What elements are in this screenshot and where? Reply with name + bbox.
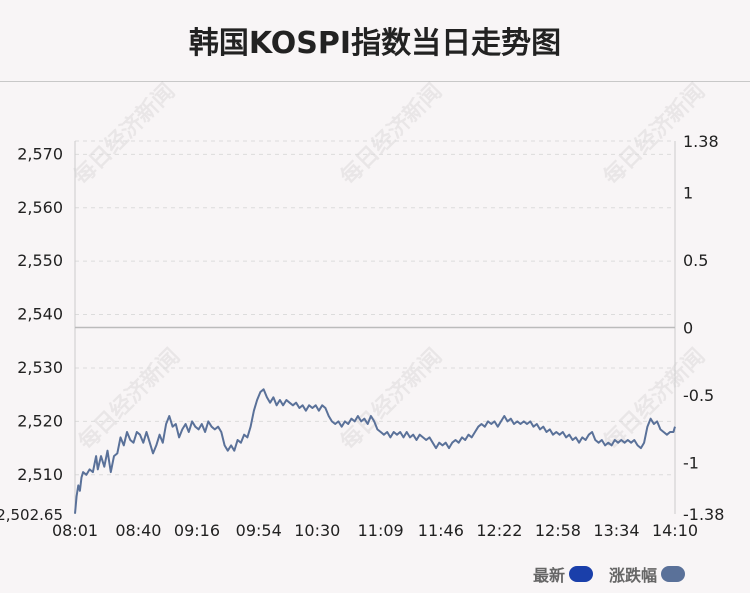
right-tick-label: 0: [683, 319, 693, 338]
left-tick-label: 2,550: [17, 251, 63, 270]
legend-change-swatch: [661, 566, 686, 582]
x-tick-label: 12:58: [535, 521, 581, 540]
left-tick-label: 2,560: [17, 198, 63, 217]
title-divider: [0, 81, 750, 82]
legend-latest-label: 最新: [533, 566, 566, 585]
right-tick-label: -1: [683, 454, 699, 473]
x-tick-label: 08:40: [115, 521, 161, 540]
right-axis-ticks: -1.38 -1 -0.5 0 0.5 1 1.38: [683, 132, 724, 524]
x-tick-label: 14:10: [652, 521, 698, 540]
right-tick-label: -0.5: [683, 386, 714, 405]
left-min-label: 2,502.65: [0, 506, 63, 524]
legend-change[interactable]: 涨跌幅: [609, 562, 686, 586]
x-tick-label: 09:16: [174, 521, 220, 540]
watermark-text: 每日经济新闻: [68, 78, 180, 190]
x-tick-label: 10:30: [294, 521, 340, 540]
left-axis-ticks: 2,510 2,520 2,530 2,540 2,550 2,560 2,570 2,502…: [0, 144, 63, 524]
x-axis-ticks: 08:01 08:40 09:16 09:54 10:30 11:09 11:46 12:22…: [52, 521, 698, 540]
right-tick-label: 0.5: [683, 251, 708, 270]
left-tick-label: 2,530: [17, 358, 63, 377]
left-tick-label: 2,540: [17, 305, 63, 324]
x-tick-label: 12:22: [476, 521, 522, 540]
legend-change-label: 涨跌幅: [609, 566, 658, 585]
legend-latest-swatch: [569, 566, 594, 582]
grid-lines: [75, 140, 675, 476]
right-tick-label: 1.38: [683, 132, 719, 151]
left-tick-label: 2,570: [17, 144, 63, 163]
right-tick-label: -1.38: [683, 505, 724, 524]
left-tick-label: 2,520: [17, 411, 63, 430]
x-tick-label: 09:54: [236, 521, 282, 540]
watermark-text: 每日经济新闻: [335, 78, 447, 190]
right-tick-label: 1: [683, 183, 693, 202]
axes: [74, 141, 676, 514]
series-line-latest: [74, 388, 676, 514]
page-title: 韩国KOSPI指数当日走势图: [188, 26, 562, 61]
x-tick-label: 08:01: [52, 521, 98, 540]
x-tick-label: 11:09: [358, 521, 404, 540]
x-tick-label: 11:46: [418, 521, 464, 540]
left-tick-label: 2,510: [17, 465, 63, 484]
x-tick-label: 13:34: [593, 521, 639, 540]
series-layer: [74, 388, 676, 514]
legend-latest[interactable]: 最新: [533, 562, 594, 586]
